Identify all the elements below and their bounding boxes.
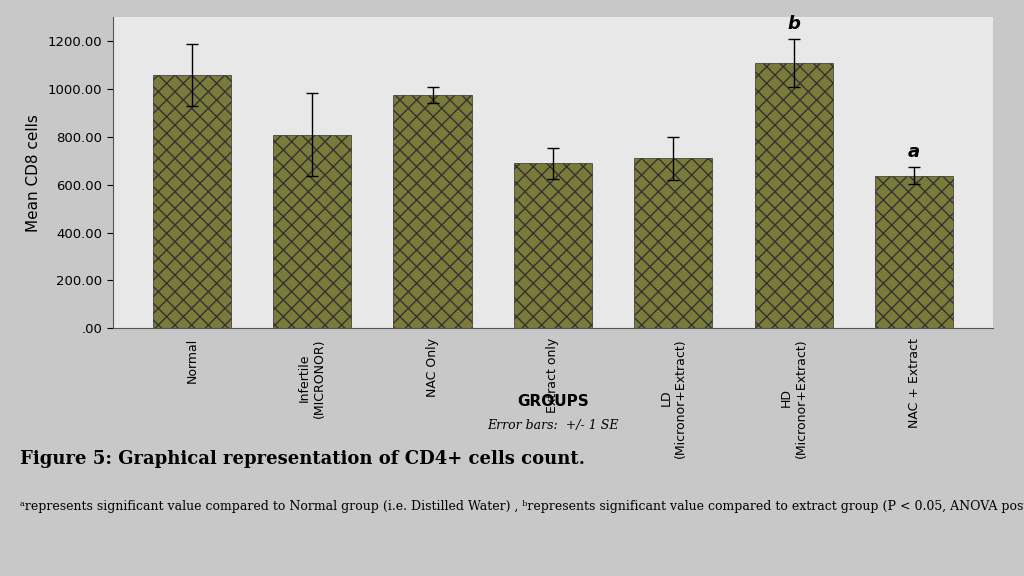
Text: b: b xyxy=(787,15,800,33)
Text: a: a xyxy=(908,143,921,161)
Bar xyxy=(273,135,351,328)
Y-axis label: Mean CD8 cells: Mean CD8 cells xyxy=(26,114,41,232)
Bar xyxy=(634,158,713,328)
Bar xyxy=(153,75,231,328)
Bar xyxy=(393,95,472,328)
Text: Figure 5: Graphical representation of CD4+ cells count.: Figure 5: Graphical representation of CD… xyxy=(20,450,586,468)
Text: GROUPS: GROUPS xyxy=(517,394,589,409)
Text: Error bars:  +/- 1 SE: Error bars: +/- 1 SE xyxy=(487,419,618,432)
Text: ᵃrepresents significant value compared to Normal group (i.e. Distilled Water) , : ᵃrepresents significant value compared t… xyxy=(20,500,1024,513)
Bar xyxy=(874,176,953,328)
Bar xyxy=(514,163,592,328)
Bar xyxy=(755,63,833,328)
